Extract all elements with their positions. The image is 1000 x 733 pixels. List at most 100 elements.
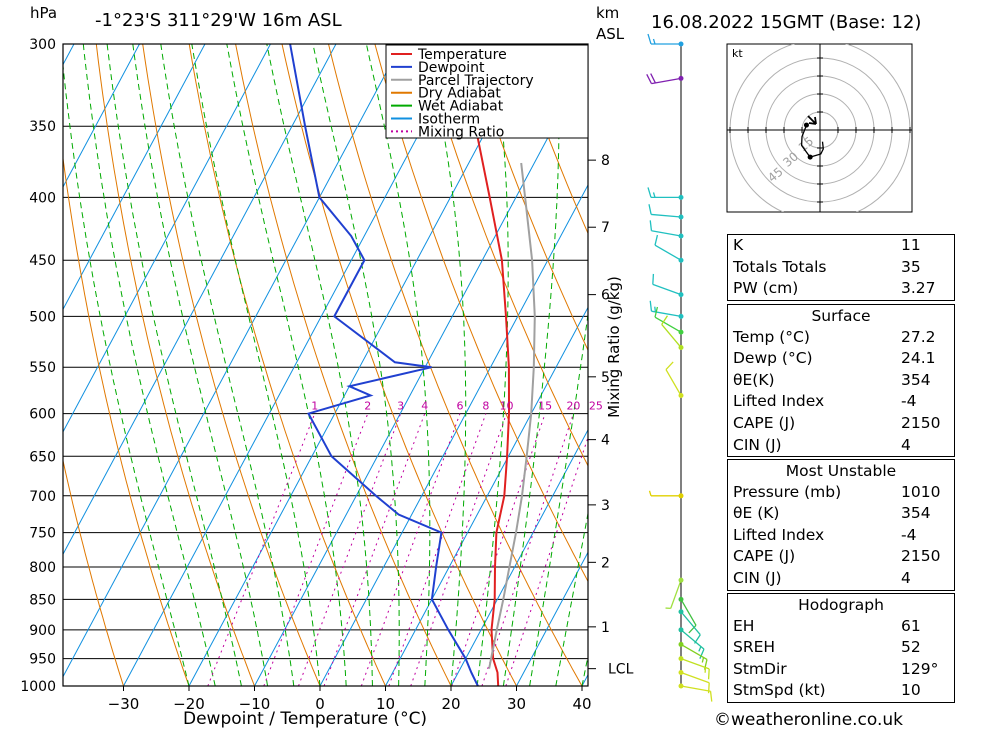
dry-adiabat-line [374, 44, 588, 583]
pressure-unit-label: hPa [30, 4, 58, 22]
wind-barb [649, 220, 684, 239]
wet-adiabat-line [132, 44, 269, 686]
dry-adiabat-line [513, 44, 588, 235]
wet-adiabat-line [191, 44, 321, 686]
wind-barb [678, 641, 708, 670]
mu-value: -4 [901, 525, 917, 544]
dry-adiabat-line [979, 44, 1000, 686]
surface-value: 2150 [901, 413, 941, 432]
wind-barb [647, 187, 684, 200]
surface-section: Surface Temp (°C) 27.2 Dewp (°C) 24.1 θE(K… [727, 304, 955, 458]
wet-adiabat-line [226, 44, 347, 686]
mixing-ratio-label: 10 [499, 400, 513, 413]
surface-value: -4 [901, 392, 917, 411]
index-row: PW (cm) 3.27 [728, 278, 954, 300]
legend-label: Temperature [417, 47, 507, 63]
isotherm-line [450, 428, 588, 686]
mixing-ratio-label: 4 [421, 400, 428, 413]
pressure-tick-label: 300 [29, 37, 56, 53]
surface-row: θE(K) 354 [728, 370, 954, 392]
x-tick-label: 10 [376, 695, 395, 713]
km-tick-label: 4 [601, 433, 610, 449]
mu-label: Pressure (mb) [733, 482, 842, 501]
parcel-trajectory-line [488, 162, 536, 669]
wind-barb [654, 306, 684, 335]
mu-row: CIN (J) 4 [728, 568, 954, 590]
mu-value: 2150 [901, 547, 941, 566]
km-label: km [596, 4, 620, 22]
x-tick-label: −10 [239, 695, 271, 713]
mixing-ratio-axis-label: Mixing Ratio (g/kg) [605, 276, 623, 418]
wind-barb [646, 73, 684, 85]
mixing-ratio-label: 1 [311, 400, 318, 413]
plot-frame [62, 43, 589, 687]
wind-barb [647, 33, 684, 47]
isotherm-line [319, 184, 588, 686]
mu-value: 354 [901, 504, 931, 523]
index-value: 11 [901, 236, 921, 254]
mixing-ratio-line [298, 413, 402, 686]
surface-row: CAPE (J) 2150 [728, 413, 954, 435]
mixing-ratio-label: 3 [397, 400, 404, 413]
mu-row: θE (K) 354 [728, 503, 954, 525]
hodograph-point [807, 154, 813, 160]
mu-row: Pressure (mb) 1010 [728, 482, 954, 504]
pressure-tick-label: 500 [29, 309, 56, 325]
indices-table: K 11 Totals Totals 35 PW (cm) 3.27 [727, 234, 955, 301]
wind-barb [652, 273, 684, 298]
hodograph-section: Hodograph EH 61 SREH 52 StmDir 129° StmSpd … [727, 593, 955, 703]
pressure-tick-label: 600 [29, 407, 56, 423]
x-axis-label: Dewpoint / Temperature (°C) [183, 709, 428, 729]
legend-label: Wet Adiabat [418, 99, 504, 115]
legend-label: Dewpoint [418, 60, 485, 76]
wind-barb [661, 315, 684, 350]
km-tick-label: 5 [601, 370, 610, 386]
isotherm-line [516, 551, 588, 686]
wind-barb [678, 656, 710, 680]
dry-adiabat-line [188, 44, 386, 686]
isotherm-line [0, 44, 8, 686]
wet-adiabat-line [426, 44, 467, 686]
surface-value: 354 [901, 370, 931, 389]
mixing-ratio-label: 25 [589, 400, 603, 413]
pressure-tick-label: 350 [29, 119, 56, 135]
surface-label: CAPE (J) [733, 413, 796, 432]
surface-label: CIN (J) [733, 435, 782, 454]
wind-barb [678, 627, 705, 659]
km-tick-label: 1 [601, 620, 610, 636]
copyright-link[interactable]: ©weatheronline.co.uk [714, 710, 904, 730]
dry-adiabat-line [328, 44, 583, 686]
pressure-tick-label: 850 [29, 592, 56, 608]
wet-adiabat-line [502, 44, 560, 686]
pressure-tick-label: 400 [29, 190, 56, 206]
surface-value: 24.1 [901, 349, 936, 368]
hodo-row: SREH 52 [728, 637, 954, 659]
wet-adiabat-line [476, 44, 509, 686]
legend-box [385, 44, 589, 139]
index-row: K 11 [728, 235, 954, 257]
legend-label: Mixing Ratio [418, 124, 504, 140]
surface-row: Dewp (°C) 24.1 [728, 348, 954, 370]
surface-row: CIN (J) 4 [728, 435, 954, 457]
wind-barb [678, 596, 697, 634]
hodograph-title: Hodograph [798, 596, 884, 614]
surface-row: Lifted Index -4 [728, 391, 954, 413]
km-tick-label: 2 [601, 555, 610, 571]
most-unstable-section: Most Unstable Pressure (mb) 1010 θE (K) 35… [727, 459, 955, 591]
pressure-tick-label: 700 [29, 489, 56, 505]
pressure-tick-label: 950 [29, 652, 56, 668]
wind-barb [654, 234, 684, 263]
mixing-ratio-label: 6 [456, 400, 463, 413]
dewpoint-line [289, 44, 479, 686]
asl-label: ASL [596, 25, 625, 43]
mu-value: 4 [901, 568, 911, 587]
hodo-row: EH 61 [728, 616, 954, 638]
x-tick-label: 20 [441, 695, 460, 713]
km-tick-label: LCL [608, 662, 634, 678]
index-row: Totals Totals 35 [728, 257, 954, 279]
wind-barb [648, 204, 684, 220]
pressure-tick-label: 450 [29, 253, 56, 269]
isotherm-line [385, 306, 588, 686]
mixing-ratio-line [410, 413, 507, 686]
location-title: -1°23'S 311°29'W 16m ASL [95, 10, 342, 31]
